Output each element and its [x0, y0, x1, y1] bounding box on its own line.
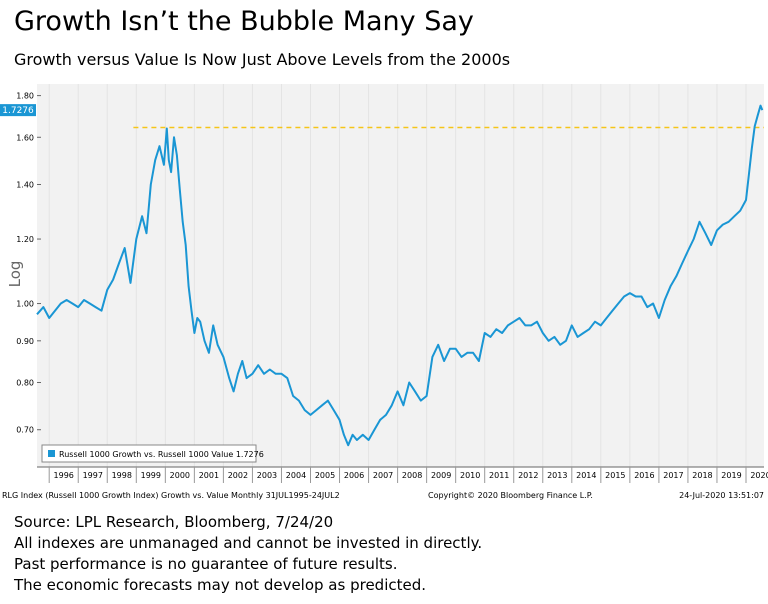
x-tick-label: 2011: [489, 471, 509, 480]
x-tick-label: 2012: [518, 471, 538, 480]
y-tick-label: 1.60: [16, 133, 34, 142]
x-tick-label: 2002: [228, 471, 248, 480]
x-tick-label: 1997: [83, 471, 103, 480]
source-notes: Source: LPL Research, Bloomberg, 7/24/20…: [14, 512, 482, 596]
x-tick-label: 2009: [431, 471, 451, 480]
disclaimer-line: The economic forecasts may not develop a…: [14, 576, 427, 594]
chart-footer-copyright: Copyright© 2020 Bloomberg Finance L.P.: [428, 491, 593, 500]
x-tick-label: 1999: [141, 471, 161, 480]
last-value-badge: 1.7276: [0, 104, 36, 117]
y-tick-label: 1.00: [16, 300, 34, 309]
x-axis: 1996 1997 1998 1999 2000 2001 2002 2003 2004 2005…: [37, 466, 768, 483]
x-tick-label: 2007: [373, 471, 393, 480]
y-axis: 0.70 0.80 0.90 1.00 1.20 1.40 1.60 1.80: [16, 92, 41, 435]
x-tick-label: 2000: [170, 471, 190, 480]
x-tick-label: 2010: [460, 471, 480, 480]
x-tick-label: 2004: [286, 471, 306, 480]
y-tick-label: 1.80: [16, 92, 34, 101]
x-tick-label: 2001: [199, 471, 219, 480]
x-tick-label: 1996: [54, 471, 74, 480]
x-tick-label: 2003: [257, 471, 277, 480]
x-tick-label: 2006: [344, 471, 364, 480]
y-tick-label: 1.20: [16, 235, 34, 244]
legend-box: [41, 444, 257, 463]
x-tick-label: 2019: [721, 471, 741, 480]
chart-container: 0.70 0.80 0.90 1.00 1.20 1.40 1.60 1.80 1996 199…: [0, 84, 768, 504]
last-value-label: 1.7276: [2, 106, 34, 116]
grid: [48, 84, 747, 467]
x-tick-label: 2005: [315, 471, 335, 480]
series-line-growth-vs-value: [36, 104, 764, 447]
legend: Russell 1000 Growth vs. Russell 1000 Val…: [41, 444, 264, 463]
x-tick-label: 1998: [112, 471, 132, 480]
chart-footer-timestamp: 24-Jul-2020 13:51:07: [679, 491, 764, 500]
page-title: Growth Isn’t the Bubble Many Say: [14, 6, 474, 37]
x-tick-label: 2020: [750, 471, 768, 480]
y-axis-label: Log: [6, 261, 24, 288]
y-tick-label: 0.70: [16, 426, 34, 435]
legend-label: Russell 1000 Growth vs. Russell 1000 Val…: [59, 450, 264, 459]
x-tick-label: 2008: [402, 471, 422, 480]
y-tick-label: 1.40: [16, 181, 34, 190]
line-chart: 0.700.800.901.001.201.401.601.80 1996 199…: [0, 84, 768, 500]
y-tick-label: 0.90: [16, 337, 34, 346]
chart-footer-left: RLG Index (Russell 1000 Growth Index) Gr…: [2, 491, 340, 500]
source-line: Source: LPL Research, Bloomberg, 7/24/20: [14, 513, 334, 531]
x-tick-label: 2017: [663, 471, 683, 480]
x-tick-label: 2016: [634, 471, 654, 480]
y-tick-label: 0.80: [16, 378, 34, 387]
plot-background: [37, 84, 764, 467]
x-tick-label: 2014: [576, 471, 596, 480]
disclaimer-line: Past performance is no guarantee of futu…: [14, 555, 398, 573]
x-tick-label: 2013: [547, 471, 567, 480]
legend-swatch: [48, 450, 55, 457]
x-tick-label: 2018: [692, 471, 712, 480]
chart-subtitle: Growth versus Value Is Now Just Above Le…: [14, 50, 511, 69]
disclaimer-line: All indexes are unmanaged and cannot be …: [14, 534, 483, 552]
x-tick-label: 2015: [605, 471, 625, 480]
